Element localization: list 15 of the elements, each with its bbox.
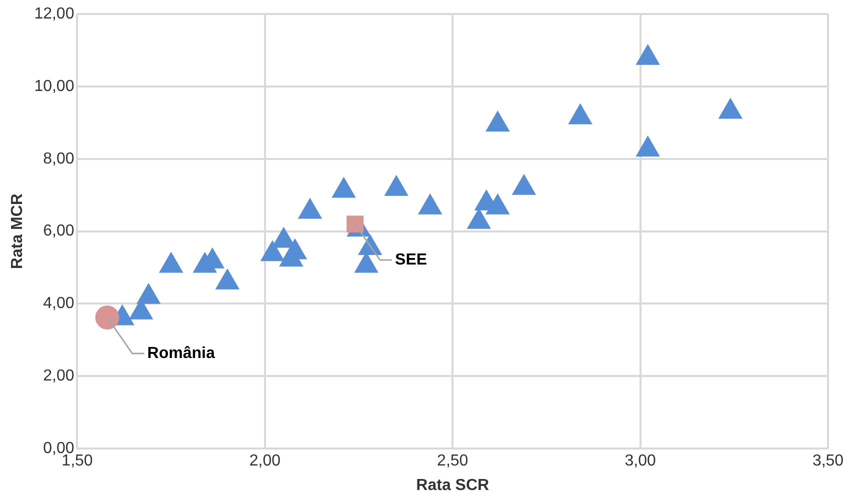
y-tick-label: 4,00 <box>43 295 74 312</box>
y-axis-title: Rata MCR <box>9 193 26 270</box>
x-tick-label: 1,50 <box>62 452 93 470</box>
x-tick-label: 3,50 <box>812 452 844 470</box>
y-tick-label: 8,00 <box>43 150 74 168</box>
x-tick-label: 3,00 <box>624 452 656 470</box>
y-tick-label: 12,00 <box>34 5 74 22</box>
y-tick-label: 10,00 <box>34 78 74 95</box>
x-tick-label: 2,00 <box>249 452 281 470</box>
x-axis-title: Rata SCR <box>416 476 490 494</box>
text: SEE <box>395 251 428 268</box>
x-tick-label: 2,50 <box>437 452 468 470</box>
text: România <box>147 344 215 362</box>
y-tick-label: 2,00 <box>43 368 74 385</box>
y-tick-label: 6,00 <box>43 222 74 240</box>
